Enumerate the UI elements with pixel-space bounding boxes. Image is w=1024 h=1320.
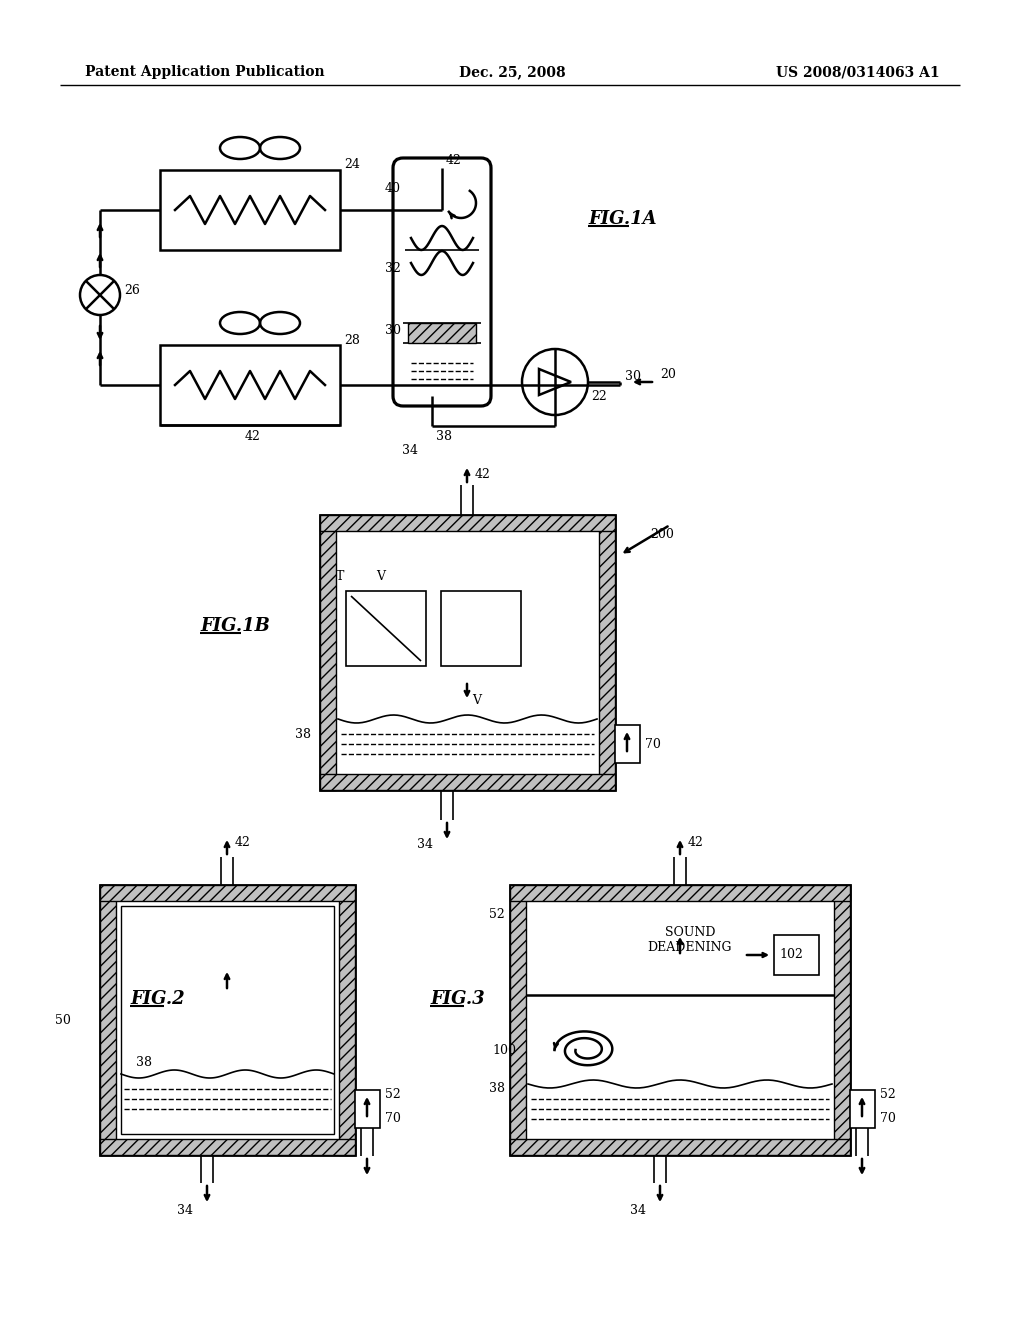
Text: 28: 28 <box>344 334 359 346</box>
Text: 100: 100 <box>492 1044 516 1056</box>
Bar <box>160 345 340 425</box>
Text: 38: 38 <box>489 1082 505 1096</box>
Text: 200: 200 <box>650 528 674 541</box>
Text: 32: 32 <box>385 261 400 275</box>
Text: 30: 30 <box>625 371 641 384</box>
Text: V: V <box>472 694 481 708</box>
Bar <box>615 725 640 763</box>
Text: 24: 24 <box>344 158 359 172</box>
Text: 26: 26 <box>124 284 140 297</box>
Bar <box>774 935 819 975</box>
Text: 22: 22 <box>591 391 607 404</box>
Bar <box>441 591 521 667</box>
Text: 34: 34 <box>177 1204 193 1217</box>
Bar <box>100 884 116 1155</box>
Bar <box>355 1090 380 1129</box>
Text: SOUND
DEADENING: SOUND DEADENING <box>648 927 732 954</box>
Bar <box>850 1090 874 1129</box>
Text: 52: 52 <box>489 908 505 921</box>
Bar <box>408 323 476 343</box>
Text: 70: 70 <box>645 738 660 751</box>
Bar <box>319 515 615 531</box>
Text: 42: 42 <box>245 430 261 444</box>
Text: V: V <box>376 569 385 582</box>
Bar <box>319 774 615 789</box>
Text: 70: 70 <box>385 1113 400 1126</box>
Text: 42: 42 <box>475 469 490 482</box>
FancyBboxPatch shape <box>393 158 490 407</box>
Bar <box>510 884 850 1155</box>
Bar <box>346 591 426 667</box>
Text: 50: 50 <box>55 1014 71 1027</box>
Text: 30: 30 <box>385 323 401 337</box>
Text: US 2008/0314063 A1: US 2008/0314063 A1 <box>776 65 940 79</box>
Text: FIG.3: FIG.3 <box>430 990 484 1008</box>
Bar <box>160 170 340 249</box>
Text: FIG.1B: FIG.1B <box>200 616 270 635</box>
Text: 52: 52 <box>880 1088 900 1101</box>
Text: 34: 34 <box>630 1204 646 1217</box>
Text: 52: 52 <box>385 1088 400 1101</box>
Text: T: T <box>336 569 344 582</box>
Text: 40: 40 <box>385 181 401 194</box>
Bar <box>510 884 526 1155</box>
Text: 34: 34 <box>417 838 433 851</box>
Bar <box>510 884 850 902</box>
Text: 42: 42 <box>688 837 703 850</box>
Bar <box>319 515 336 789</box>
Text: Patent Application Publication: Patent Application Publication <box>85 65 325 79</box>
Text: 38: 38 <box>436 429 452 442</box>
Bar <box>339 884 355 1155</box>
Bar <box>100 884 355 1155</box>
Text: 42: 42 <box>234 837 251 850</box>
Bar <box>121 906 334 1134</box>
Text: Dec. 25, 2008: Dec. 25, 2008 <box>459 65 565 79</box>
Bar <box>599 515 615 789</box>
Bar <box>100 884 355 902</box>
Bar <box>100 1139 355 1155</box>
Bar <box>319 515 615 789</box>
Text: 20: 20 <box>660 367 676 380</box>
Text: 38: 38 <box>295 727 311 741</box>
Text: 38: 38 <box>136 1056 152 1068</box>
Text: 70: 70 <box>880 1113 896 1126</box>
Text: 34: 34 <box>402 445 418 458</box>
Bar <box>834 884 850 1155</box>
Bar <box>510 1139 850 1155</box>
Text: FIG.2: FIG.2 <box>130 990 184 1008</box>
Text: 42: 42 <box>446 153 462 166</box>
Text: 102: 102 <box>779 949 803 961</box>
Text: FIG.1A: FIG.1A <box>588 210 656 228</box>
